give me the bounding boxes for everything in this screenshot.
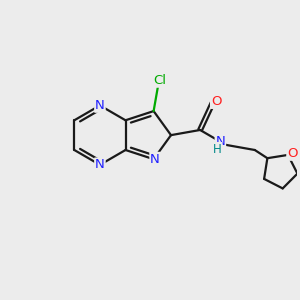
Text: N: N xyxy=(150,153,160,166)
Text: N: N xyxy=(215,135,225,148)
Text: N: N xyxy=(95,99,105,112)
Text: O: O xyxy=(287,147,298,160)
Text: O: O xyxy=(211,95,221,108)
Text: H: H xyxy=(213,143,222,156)
Text: N: N xyxy=(95,158,105,171)
Text: Cl: Cl xyxy=(154,74,167,87)
